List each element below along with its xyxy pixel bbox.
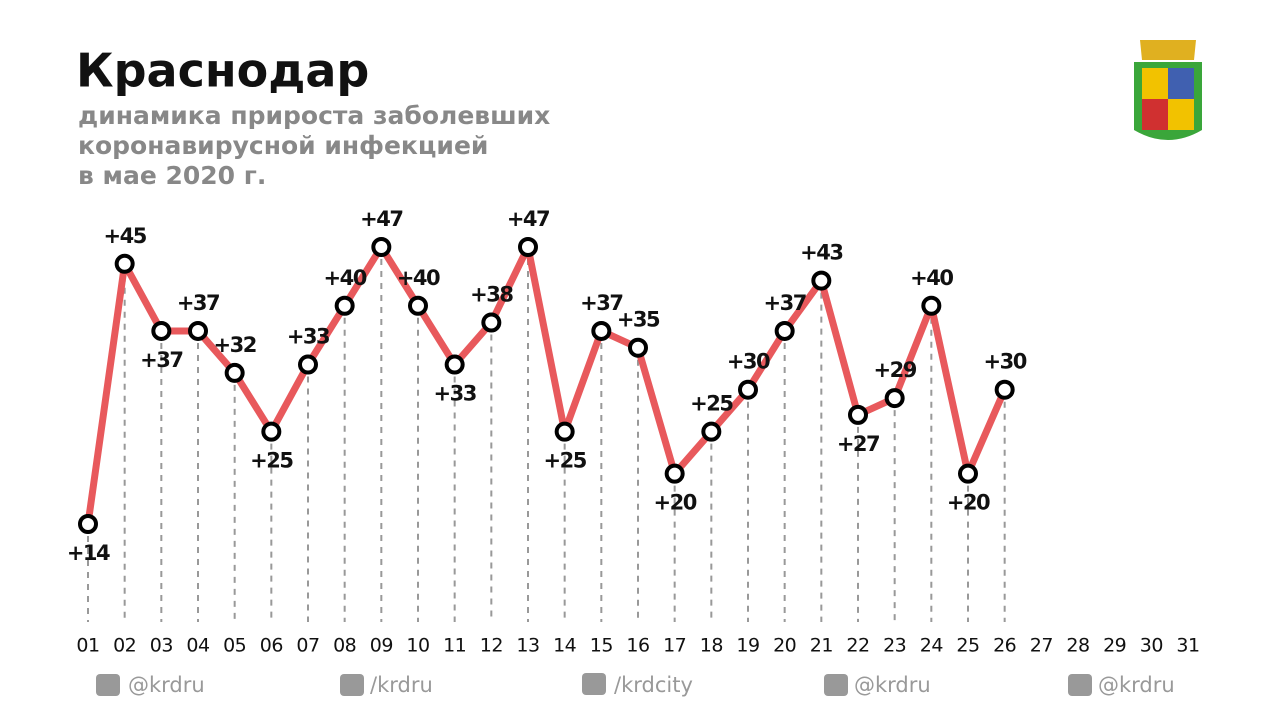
- data-label: +14: [67, 541, 110, 565]
- point: [371, 237, 392, 257]
- x-tick-label: 27: [1030, 635, 1053, 657]
- data-label: +25: [544, 449, 587, 473]
- point: [738, 379, 758, 400]
- subtitle: в мае 2020 г.: [78, 161, 266, 190]
- data-label: +32: [214, 333, 256, 357]
- point: [848, 404, 868, 425]
- point: [114, 253, 135, 274]
- data-label: +47: [360, 207, 402, 231]
- data-label: +30: [727, 350, 770, 374]
- point: [628, 337, 648, 358]
- x-tick-label: 28: [1066, 635, 1089, 657]
- point: [701, 421, 722, 442]
- x-tick-label: 11: [443, 635, 466, 657]
- point: [334, 295, 355, 316]
- data-label: +37: [580, 291, 622, 315]
- point: [554, 421, 575, 442]
- data-label: +27: [837, 432, 879, 456]
- point: [518, 237, 538, 257]
- point: [774, 320, 795, 341]
- data-label: +37: [764, 291, 806, 315]
- data-label: +20: [654, 491, 697, 515]
- x-tick-label: 04: [186, 635, 210, 657]
- social-handle: @krdru: [854, 673, 931, 697]
- social-handle: @krdru: [128, 673, 205, 697]
- x-tick-label: 29: [1103, 635, 1126, 657]
- x-tick-label: 21: [810, 635, 833, 657]
- point: [151, 320, 172, 341]
- x-tick-label: 06: [260, 635, 283, 657]
- x-tick-label: 30: [1140, 635, 1163, 657]
- x-tick-label: 22: [846, 635, 869, 657]
- data-label: +37: [177, 291, 219, 315]
- data-label: +40: [324, 266, 367, 290]
- x-tick-label: 18: [700, 635, 723, 657]
- x-tick-label: 07: [296, 635, 319, 657]
- x-tick-label: 13: [516, 635, 539, 657]
- x-tick-label: 25: [956, 635, 979, 657]
- x-tick-label: 05: [223, 635, 246, 657]
- data-label: +47: [507, 207, 549, 231]
- data-label: +33: [434, 382, 476, 406]
- social-handle: /krdru: [370, 673, 433, 697]
- x-tick-label: 19: [736, 635, 759, 657]
- social-handle: @krdru: [1098, 673, 1175, 697]
- x-tick-label: 10: [406, 635, 429, 657]
- point: [481, 312, 502, 333]
- data-label: +20: [947, 491, 990, 515]
- x-tick-label: 15: [590, 635, 613, 657]
- x-tick-label: 31: [1176, 635, 1199, 657]
- point: [811, 270, 832, 291]
- data-label: +43: [800, 241, 842, 265]
- data-label: +25: [690, 392, 733, 416]
- x-tick-label: 26: [993, 635, 1016, 657]
- point: [994, 379, 1015, 400]
- x-tick-label: 20: [773, 635, 796, 657]
- line: [84, 243, 1008, 525]
- data-label: +35: [617, 308, 660, 332]
- subtitle: коронавирусной инфекцией: [78, 131, 488, 160]
- point: [664, 463, 685, 484]
- x-tick-label: 03: [150, 635, 173, 657]
- x-tick-label: 17: [663, 635, 686, 657]
- point: [921, 295, 942, 316]
- x-tick-label: 02: [113, 635, 136, 657]
- x-tick-label: 01: [76, 635, 99, 657]
- point: [261, 421, 282, 442]
- point: [224, 362, 245, 383]
- point: [591, 320, 612, 341]
- x-tick-label: 12: [480, 635, 503, 657]
- data-label: +29: [874, 358, 917, 382]
- subtitle: динамика прироста заболевших: [78, 101, 550, 130]
- point: [884, 388, 905, 409]
- footer-icons: [96, 673, 1092, 696]
- x-tick-label: 08: [333, 635, 356, 657]
- data-label: +37: [140, 348, 182, 372]
- point: [444, 354, 465, 375]
- data-label: +38: [470, 283, 513, 307]
- data-label: +40: [397, 266, 440, 290]
- data-label: +33: [287, 325, 329, 349]
- point: [188, 320, 208, 341]
- coat-of-arms: [1134, 40, 1202, 140]
- chart-title: Краснодар: [76, 44, 369, 98]
- x-tick-label: 24: [920, 635, 944, 657]
- x-tick-label: 23: [883, 635, 906, 657]
- data-label: +25: [250, 449, 293, 473]
- social-handle: /krdcity: [614, 673, 693, 697]
- point: [298, 354, 318, 375]
- x-tick-label: 09: [370, 635, 393, 657]
- data-label: +40: [910, 266, 953, 290]
- data-label: +30: [984, 350, 1027, 374]
- point: [958, 463, 978, 484]
- x-tick-label: 14: [553, 635, 577, 657]
- point: [408, 295, 428, 316]
- data-label: +45: [104, 224, 147, 248]
- point: [78, 514, 98, 534]
- x-tick-label: 16: [626, 635, 649, 657]
